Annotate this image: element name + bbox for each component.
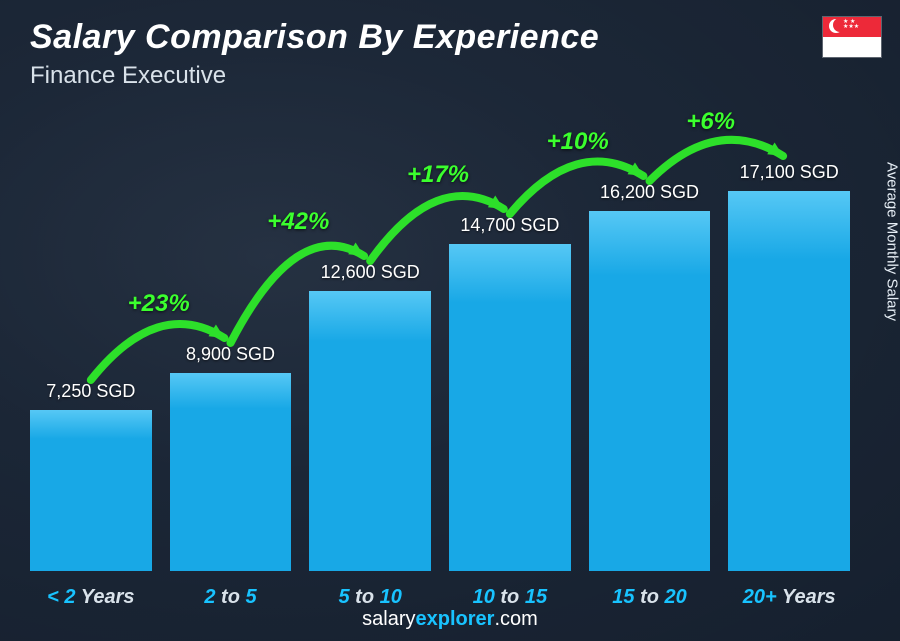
increase-percent-label: +42% — [267, 208, 329, 236]
bar-value-label: 8,900 SGD — [186, 344, 275, 365]
bar — [728, 191, 850, 571]
increase-percent-label: +10% — [547, 128, 609, 156]
bar — [309, 291, 431, 571]
bar-column: 17,100 SGD20+ Years — [728, 162, 850, 571]
y-axis-label: Average Monthly Salary — [884, 162, 900, 321]
bar-value-label: 7,250 SGD — [46, 381, 135, 402]
x-category-label: 10 to 15 — [473, 586, 548, 609]
x-category-label: 20+ Years — [743, 586, 836, 609]
bar — [30, 410, 152, 571]
bar-column: 14,700 SGD10 to 15 — [449, 215, 571, 571]
brand-part3: .com — [494, 608, 537, 630]
brand-part1: salary — [362, 608, 415, 630]
bar-value-label: 16,200 SGD — [600, 182, 699, 203]
bar-value-label: 12,600 SGD — [321, 262, 420, 283]
bar-value-label: 14,700 SGD — [460, 215, 559, 236]
chart-canvas: Salary Comparison By Experience Finance … — [0, 0, 900, 641]
bar-column: 12,600 SGD5 to 10 — [309, 262, 431, 571]
bar — [449, 244, 571, 571]
increase-percent-label: +23% — [128, 290, 190, 318]
bar-chart: 7,250 SGD< 2 Years8,900 SGD2 to 512,600 … — [30, 110, 850, 571]
bar — [589, 211, 711, 571]
x-category-label: 5 to 10 — [338, 586, 401, 609]
brand-part2: explorer — [416, 608, 495, 630]
chart-subtitle: Finance Executive — [30, 62, 226, 90]
x-category-label: < 2 Years — [47, 586, 134, 609]
bar — [170, 373, 292, 571]
singapore-flag-icon: ★ ★★★★ — [822, 16, 882, 58]
increase-percent-label: +6% — [686, 108, 735, 136]
bar-column: 16,200 SGD15 to 20 — [589, 182, 711, 571]
bar-column: 8,900 SGD2 to 5 — [170, 344, 292, 571]
increase-percent-label: +17% — [407, 161, 469, 189]
bar-value-label: 17,100 SGD — [740, 162, 839, 183]
chart-title: Salary Comparison By Experience — [30, 18, 599, 57]
x-category-label: 15 to 20 — [612, 586, 687, 609]
bar-column: 7,250 SGD< 2 Years — [30, 381, 152, 571]
footer-brand: salaryexplorer.com — [0, 608, 900, 631]
x-category-label: 2 to 5 — [204, 586, 256, 609]
